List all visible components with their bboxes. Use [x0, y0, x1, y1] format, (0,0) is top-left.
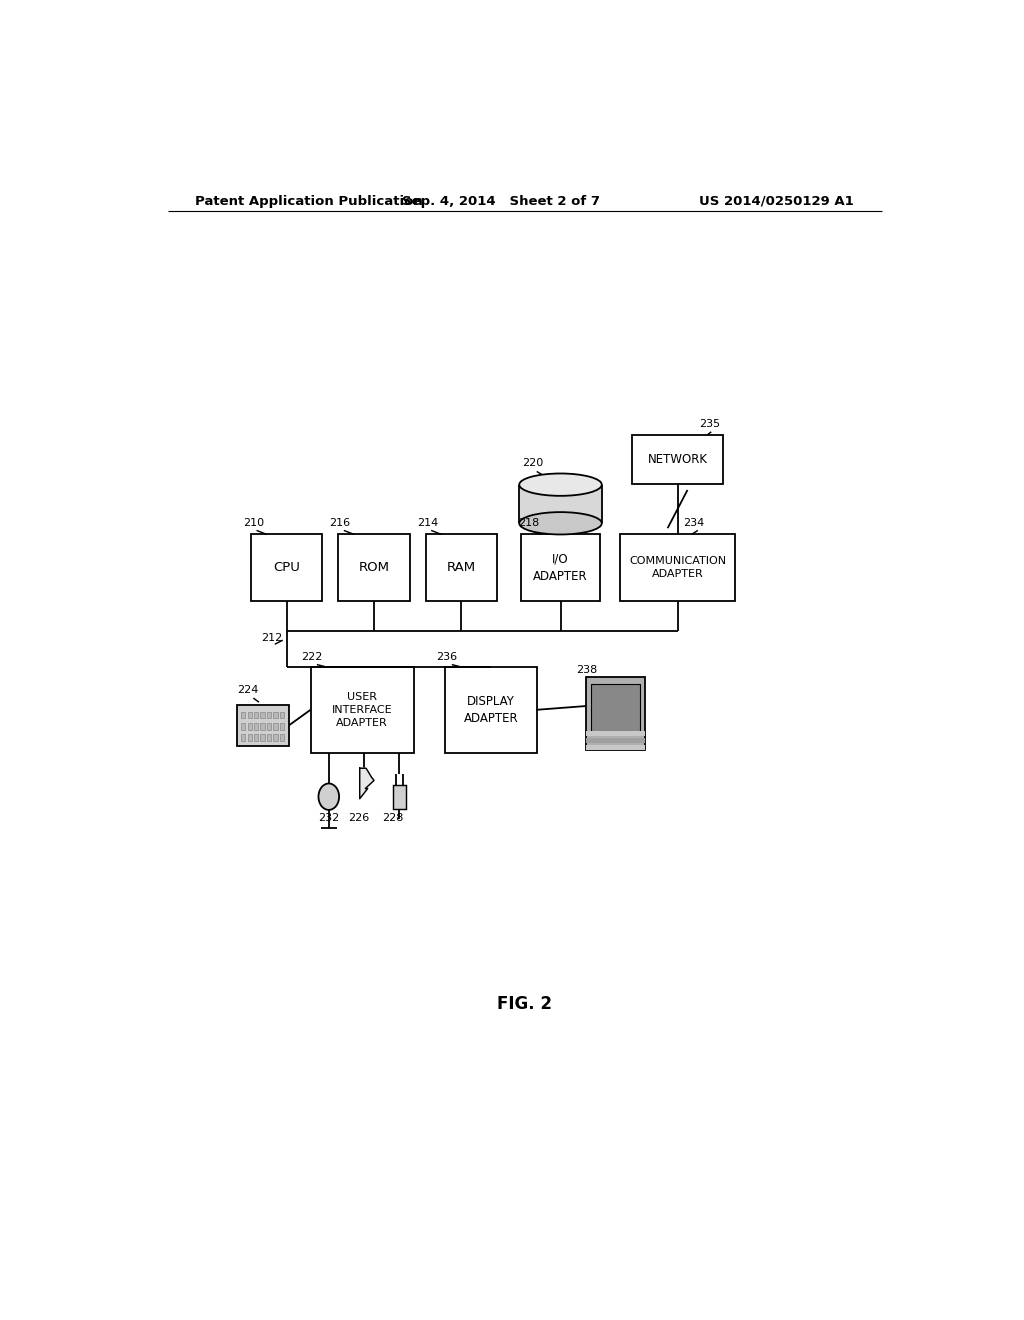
Text: CPU: CPU: [273, 561, 300, 574]
Bar: [280, 723, 284, 730]
Bar: [586, 744, 645, 750]
Text: 228: 228: [382, 813, 403, 824]
Bar: [254, 711, 258, 718]
Ellipse shape: [519, 474, 602, 496]
Bar: [620, 535, 735, 601]
Text: 236: 236: [436, 652, 457, 661]
Bar: [273, 711, 278, 718]
Bar: [280, 711, 284, 718]
Bar: [521, 535, 600, 601]
Text: 238: 238: [577, 665, 598, 675]
Bar: [445, 667, 537, 752]
Text: Patent Application Publication: Patent Application Publication: [196, 194, 423, 207]
Polygon shape: [359, 768, 374, 799]
Bar: [267, 711, 271, 718]
Bar: [238, 705, 289, 746]
Bar: [248, 711, 252, 718]
Bar: [519, 484, 602, 523]
Text: 235: 235: [699, 418, 721, 429]
Bar: [393, 784, 406, 809]
Text: FIG. 2: FIG. 2: [498, 995, 552, 1012]
Bar: [273, 723, 278, 730]
Text: USER
INTERFACE
ADAPTER: USER INTERFACE ADAPTER: [332, 692, 392, 729]
Bar: [426, 535, 497, 601]
Text: I/O
ADAPTER: I/O ADAPTER: [534, 553, 588, 582]
Text: 216: 216: [330, 519, 350, 528]
Bar: [267, 723, 271, 730]
Text: 212: 212: [261, 634, 283, 643]
Bar: [254, 734, 258, 741]
Text: 232: 232: [318, 813, 340, 824]
Bar: [586, 738, 645, 743]
Text: 220: 220: [522, 458, 544, 469]
Text: 222: 222: [301, 652, 323, 661]
Text: US 2014/0250129 A1: US 2014/0250129 A1: [699, 194, 854, 207]
Bar: [241, 734, 245, 741]
Bar: [280, 734, 284, 741]
Text: 214: 214: [417, 519, 438, 528]
Bar: [248, 723, 252, 730]
Bar: [273, 734, 278, 741]
Text: 218: 218: [518, 519, 540, 528]
Text: NETWORK: NETWORK: [647, 453, 708, 466]
Bar: [241, 723, 245, 730]
Bar: [586, 731, 645, 735]
Bar: [586, 677, 645, 750]
Bar: [241, 711, 245, 718]
Bar: [248, 734, 252, 741]
Text: 234: 234: [684, 519, 705, 528]
Bar: [260, 734, 264, 741]
Text: Sep. 4, 2014   Sheet 2 of 7: Sep. 4, 2014 Sheet 2 of 7: [402, 194, 600, 207]
Bar: [338, 535, 410, 601]
Text: COMMUNICATION
ADAPTER: COMMUNICATION ADAPTER: [629, 556, 726, 579]
Bar: [310, 667, 414, 752]
Ellipse shape: [519, 512, 602, 535]
Text: 226: 226: [348, 813, 370, 824]
Text: ROM: ROM: [358, 561, 389, 574]
Text: 224: 224: [238, 685, 259, 696]
Bar: [632, 434, 723, 483]
Bar: [592, 684, 640, 731]
Text: RAM: RAM: [446, 561, 476, 574]
Circle shape: [318, 784, 339, 810]
Bar: [260, 723, 264, 730]
Text: DISPLAY
ADAPTER: DISPLAY ADAPTER: [464, 694, 518, 725]
Bar: [254, 723, 258, 730]
Bar: [267, 734, 271, 741]
Bar: [251, 535, 323, 601]
Text: 210: 210: [243, 519, 264, 528]
Bar: [260, 711, 264, 718]
